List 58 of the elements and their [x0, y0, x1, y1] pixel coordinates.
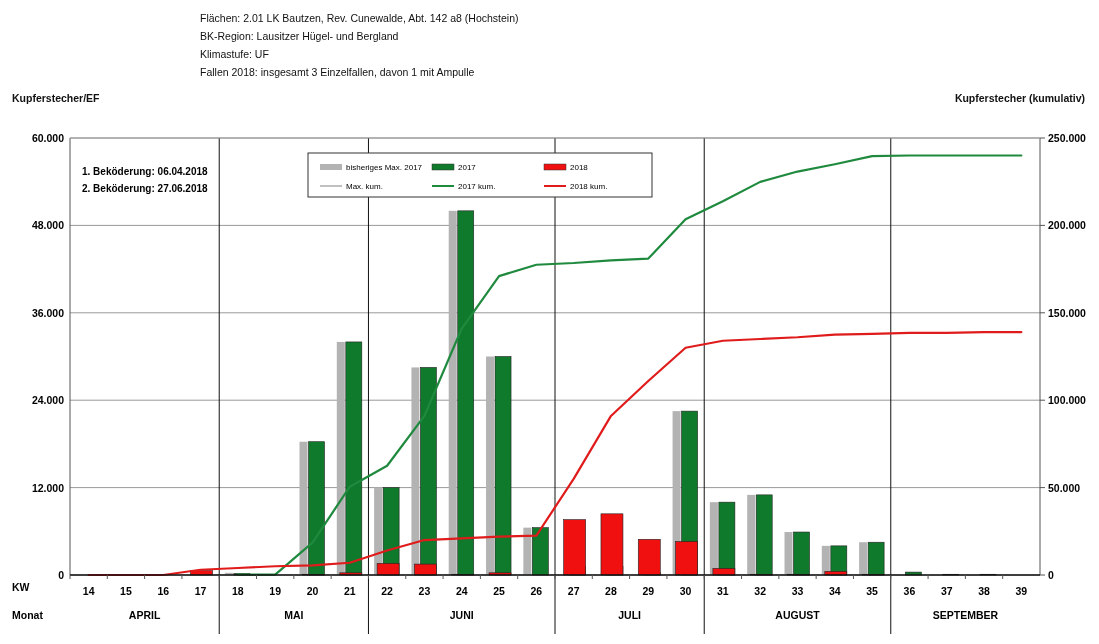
x-tick-label: 31 — [717, 585, 729, 597]
chart-subtitle: BK-Region: Lausitzer Hügel- und Bergland Klimastufe: UF Fallen 2018: insgesamt 3 Einzelfallen, davon 1 mit Ampulle — [200, 30, 475, 78]
y-tick-label: 0 — [58, 569, 65, 581]
x-tick-label: 27 — [567, 585, 580, 597]
x-tick-label: 26 — [530, 585, 543, 597]
y-tick-label: 48.000 — [31, 219, 65, 232]
x-tick-label: 16 — [157, 585, 170, 597]
legend-label: 2017 kum. — [458, 182, 496, 191]
annotation: 1. Beköderung: 06.04.2018 — [82, 166, 209, 177]
x-tick-label: 30 — [679, 585, 692, 597]
text: SEPTEMBER — [932, 609, 999, 621]
annotation: 2. Beköderung: 27.06.2018 — [82, 183, 209, 194]
x-tick-label: 15 — [120, 585, 132, 597]
x-tick-label: 28 — [605, 585, 617, 597]
x-tick-label: 14 — [82, 585, 95, 597]
y2-tick-label: 200.000 — [1048, 219, 1087, 232]
x-tick-label: 20 — [306, 585, 319, 597]
x-tick-label: 19 — [269, 585, 282, 597]
y-tick-label: 24.000 — [31, 394, 65, 407]
legend-label: 2018 kum. — [570, 182, 608, 191]
legend-label: 2018 — [570, 163, 589, 172]
y-tick-label: 60.000 — [31, 132, 65, 144]
x-tick-label: 34 — [828, 585, 841, 597]
y2-tick-label: 0 — [1048, 569, 1054, 581]
text: JUNI — [449, 609, 474, 621]
x-tick-label: 29 — [642, 585, 655, 597]
x-tick-label: 39 — [1015, 585, 1028, 597]
y-axis-title: Kupferstecher/EF — [12, 92, 101, 104]
x-tick-label: 32 — [754, 585, 767, 597]
text: JULI — [618, 609, 642, 621]
x-tick-label: 21 — [343, 585, 356, 597]
y-tick-label: 36.000 — [31, 306, 65, 319]
x-tick-label: 33 — [791, 585, 804, 597]
y2-tick-label: 250.000 — [1048, 132, 1087, 144]
x-tick-label: 17 — [194, 585, 207, 597]
x-tick-label: 38 — [978, 585, 991, 597]
x-tick-label: 36 — [903, 585, 916, 597]
y2-tick-label: 50.000 — [1048, 481, 1081, 494]
y2-tick-label: 150.000 — [1048, 306, 1087, 319]
legend-label: Max. kum. — [346, 182, 383, 191]
text: AUGUST — [775, 609, 821, 621]
text: APRIL — [128, 609, 161, 621]
legend-label: bisheriges Max. 2017 — [346, 163, 423, 172]
x-tick-label: 37 — [940, 585, 953, 597]
x-tick-label: 18 — [232, 585, 244, 597]
x-axis-title: KW — [12, 581, 30, 593]
x-tick-label: 24 — [455, 585, 468, 597]
x-tick-label: 23 — [418, 585, 431, 597]
text: MAI — [284, 609, 304, 621]
chart-title: Flächen: 2.01 LK Bautzen, Rev. Cunewalde, Abt. 142 a8 (Hochstein) — [200, 12, 519, 24]
legend-label: 2017 — [458, 163, 477, 172]
x-tick-label: 35 — [866, 585, 879, 597]
y2-tick-label: 100.000 — [1048, 394, 1087, 407]
text: Monat — [12, 609, 44, 621]
x-tick-label: 22 — [381, 585, 394, 597]
x-tick-label: 25 — [493, 585, 506, 597]
y-tick-label: 12.000 — [31, 481, 65, 494]
y2-axis-title: Kupferstecher (kumulativ) — [954, 92, 1085, 104]
